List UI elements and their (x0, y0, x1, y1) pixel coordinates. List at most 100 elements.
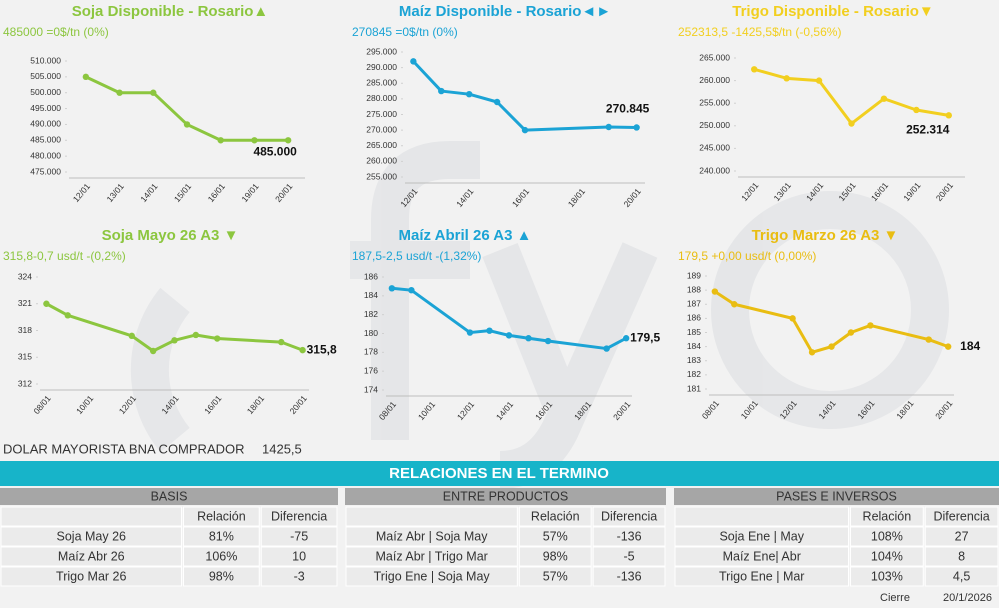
point (521, 126, 529, 134)
cell-bg (260, 526, 338, 547)
y-tick-label: 275.000 (366, 109, 397, 119)
y-tick-label: 184 (364, 290, 378, 300)
cell-bg (674, 546, 849, 567)
point (183, 121, 191, 128)
value-label: 179,5 (630, 330, 660, 344)
column-header: Diferencia (601, 509, 657, 523)
column-header: Diferencia (933, 509, 989, 523)
point (486, 327, 493, 334)
point (278, 338, 285, 346)
chart-title: Maíz Disponible - Rosario◄► (399, 3, 611, 20)
cell-bg (0, 566, 183, 587)
x-tick-label: 15/01 (172, 181, 194, 204)
y-tick-label: 270.000 (366, 124, 397, 134)
x-tick-label: 12/01 (739, 180, 761, 203)
table-cell: Soja May 26 (57, 529, 127, 543)
y-tick-label: 260.000 (366, 156, 397, 166)
point (388, 285, 396, 292)
x-tick-label: 14/01 (138, 181, 160, 204)
point (82, 73, 90, 81)
table-cell: -136 (617, 569, 642, 583)
cell-bg (850, 566, 924, 587)
point (925, 336, 932, 343)
y-tick-label: 176 (364, 365, 378, 375)
y-tick-label: 186 (687, 313, 701, 323)
point (43, 300, 50, 307)
value-label: 184 (960, 339, 980, 353)
x-tick-label: 16/01 (202, 393, 224, 416)
point (848, 120, 855, 127)
point (213, 335, 221, 342)
chart-subtitle: 270845 =0$/tn (0%) (352, 25, 458, 39)
point (192, 331, 200, 339)
point (410, 58, 417, 65)
table-cell: 57% (543, 569, 568, 583)
x-tick-label: 20/01 (273, 181, 295, 204)
y-tick-label: 480.000 (30, 150, 61, 160)
watermark-o (711, 191, 949, 429)
cell-bg (674, 526, 849, 547)
y-tick-label: 245.000 (699, 143, 730, 153)
cell-bg (592, 566, 666, 587)
y-tick-label: 183 (687, 355, 701, 365)
point (731, 301, 738, 308)
column-header: Relación (863, 509, 912, 523)
cell-bg (183, 566, 260, 587)
watermark-arc (130, 287, 191, 453)
table-cell: Soja Ene | May (719, 529, 804, 543)
point (466, 329, 474, 336)
point (493, 98, 501, 106)
section-header (345, 488, 666, 505)
cell-bg (260, 566, 338, 587)
point (438, 87, 445, 95)
x-tick-label: 10/01 (74, 393, 96, 416)
y-tick-label: 265.000 (366, 140, 397, 150)
point (622, 335, 630, 342)
cell-bg (183, 546, 260, 567)
y-tick-label: 250.000 (699, 120, 730, 130)
cell-bg (850, 546, 924, 567)
point (284, 137, 292, 144)
cell-bg (183, 506, 260, 527)
cell-bg (592, 506, 666, 527)
y-tick-label: 187 (687, 299, 701, 309)
x-tick-label: 18/01 (566, 186, 588, 209)
y-tick-label: 500.000 (30, 87, 61, 97)
x-tick-label: 16/01 (206, 181, 228, 204)
point (828, 343, 835, 350)
y-tick-label: 324 (18, 271, 32, 281)
cell-bg (260, 546, 338, 567)
x-tick-label: 20/01 (288, 393, 310, 416)
y-tick-label: 182 (364, 309, 378, 319)
footer-date: 20/1/2026 (943, 592, 992, 604)
section-title: PASES E INVERSOS (776, 489, 897, 503)
point (505, 332, 513, 339)
section-title: ENTRE PRODUCTOS (443, 489, 568, 503)
y-tick-label: 186 (364, 271, 378, 281)
y-tick-label: 255.000 (699, 97, 730, 107)
table-cell: 57% (543, 529, 568, 543)
chart-subtitle: 485000 =0$/tn (0%) (3, 25, 109, 39)
table-cell: 81% (209, 529, 234, 543)
table-cell: 108% (871, 529, 903, 543)
cell-bg (345, 506, 518, 527)
table-cell: Trigo Ene | Soja May (374, 569, 491, 583)
x-tick-label: 14/01 (454, 186, 476, 209)
point (789, 315, 796, 322)
cell-bg (345, 566, 518, 587)
y-tick-label: 240.000 (699, 165, 730, 175)
table-cell: 98% (209, 569, 234, 583)
y-tick-label: 260.000 (699, 75, 730, 85)
y-tick-label: 189 (687, 270, 701, 280)
cell-bg (592, 526, 666, 547)
cell-bg (0, 506, 183, 527)
point (465, 90, 473, 98)
chart-title: Maíz Abril 26 A3 ▲ (399, 227, 532, 244)
cell-bg (924, 506, 999, 527)
point (783, 75, 790, 82)
x-tick-label: 08/01 (700, 398, 722, 421)
footer-label: Cierre (880, 592, 910, 604)
point (217, 137, 224, 144)
table-cell: 106% (205, 549, 237, 563)
